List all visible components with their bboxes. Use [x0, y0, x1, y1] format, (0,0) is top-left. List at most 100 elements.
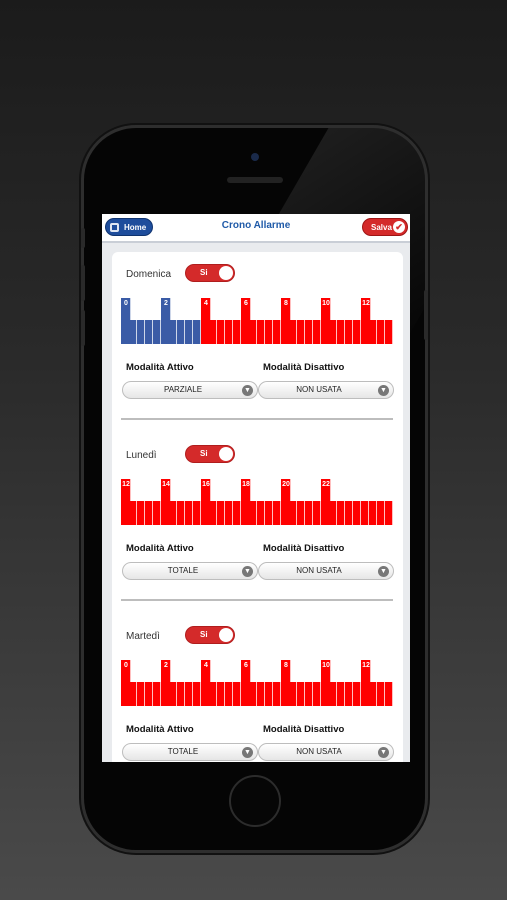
hour-tick-label: 12 — [122, 481, 130, 488]
hour-slot[interactable] — [289, 682, 297, 706]
hour-slot[interactable] — [265, 501, 273, 525]
hour-slot[interactable] — [329, 320, 337, 344]
hour-slot[interactable] — [273, 320, 281, 344]
hour-slot[interactable] — [313, 682, 321, 706]
hour-slot[interactable] — [185, 682, 193, 706]
hour-slot[interactable] — [185, 501, 193, 525]
hour-slot[interactable] — [377, 501, 385, 525]
hour-slot[interactable] — [249, 682, 257, 706]
mode-inactive-value: NON USATA — [296, 747, 342, 756]
hour-slot[interactable] — [257, 501, 265, 525]
hour-slot[interactable] — [273, 682, 281, 706]
hour-slot[interactable] — [217, 682, 225, 706]
mode-inactive-select[interactable]: NON USATA ▼ — [258, 562, 394, 580]
hour-slot[interactable] — [377, 682, 385, 706]
hour-slot[interactable] — [217, 320, 225, 344]
hour-slot[interactable] — [385, 682, 393, 706]
hour-slot[interactable] — [145, 501, 153, 525]
hour-slot[interactable] — [337, 501, 345, 525]
hour-slot[interactable] — [385, 501, 393, 525]
home-button[interactable]: Home — [105, 218, 153, 236]
hour-slot[interactable] — [193, 320, 201, 344]
hour-slot[interactable] — [225, 682, 233, 706]
hour-slot[interactable] — [177, 501, 185, 525]
hour-slot[interactable] — [185, 320, 193, 344]
hour-slot[interactable] — [129, 501, 137, 525]
hour-slot[interactable] — [153, 501, 161, 525]
hour-slot[interactable] — [129, 320, 137, 344]
hour-slot[interactable] — [337, 320, 345, 344]
hour-slot[interactable] — [169, 501, 177, 525]
hour-slot[interactable] — [249, 501, 257, 525]
hour-slot[interactable] — [233, 501, 241, 525]
hour-slot[interactable] — [137, 501, 145, 525]
hour-slot[interactable] — [377, 320, 385, 344]
hour-slot[interactable] — [177, 320, 185, 344]
hour-slot[interactable] — [353, 320, 361, 344]
hour-slot[interactable] — [129, 682, 137, 706]
hour-slot[interactable] — [209, 682, 217, 706]
phone-home-button — [229, 775, 281, 827]
hour-slot[interactable] — [265, 682, 273, 706]
hour-slot[interactable] — [273, 501, 281, 525]
hour-slot[interactable] — [289, 501, 297, 525]
hour-slot[interactable] — [305, 682, 313, 706]
hour-slot[interactable] — [257, 320, 265, 344]
hour-slot[interactable] — [177, 682, 185, 706]
hour-slot[interactable] — [329, 682, 337, 706]
day-label: Domenica — [126, 269, 172, 280]
hour-slot[interactable] — [169, 320, 177, 344]
save-button[interactable]: Salva ✔ — [362, 218, 408, 236]
hour-slot[interactable] — [137, 320, 145, 344]
hour-slot[interactable] — [193, 682, 201, 706]
hour-slot[interactable] — [153, 320, 161, 344]
hour-slot[interactable] — [385, 320, 393, 344]
hour-slot[interactable] — [265, 320, 273, 344]
hour-slot[interactable] — [225, 320, 233, 344]
hour-slot[interactable] — [345, 682, 353, 706]
hour-slot[interactable] — [249, 320, 257, 344]
hour-slot[interactable] — [233, 320, 241, 344]
mode-active-select[interactable]: TOTALE ▼ — [122, 562, 258, 580]
hour-slot[interactable] — [313, 501, 321, 525]
mode-inactive-select[interactable]: NON USATA ▼ — [258, 743, 394, 761]
hour-slot[interactable] — [369, 682, 377, 706]
hour-slot[interactable] — [217, 501, 225, 525]
hour-slot[interactable] — [145, 320, 153, 344]
mode-active-select[interactable]: TOTALE ▼ — [122, 743, 258, 761]
hour-slot[interactable] — [209, 501, 217, 525]
mode-active-select[interactable]: PARZIALE ▼ — [122, 381, 258, 399]
hour-tick-label: 22 — [322, 481, 330, 488]
day-enable-toggle[interactable]: Si — [185, 264, 235, 282]
hour-slot[interactable] — [353, 501, 361, 525]
hour-slot[interactable] — [193, 501, 201, 525]
hour-slot[interactable] — [209, 320, 217, 344]
checkmark-icon: ✔ — [393, 221, 405, 233]
hour-slot[interactable] — [297, 320, 305, 344]
hour-slot[interactable] — [257, 682, 265, 706]
hour-slot[interactable] — [361, 501, 369, 525]
hour-slot[interactable] — [153, 682, 161, 706]
day-enable-toggle[interactable]: Si — [185, 445, 235, 463]
hour-slot[interactable] — [345, 320, 353, 344]
hour-slot[interactable] — [305, 501, 313, 525]
mode-inactive-select[interactable]: NON USATA ▼ — [258, 381, 394, 399]
hour-slot[interactable] — [369, 501, 377, 525]
hour-slot[interactable] — [353, 682, 361, 706]
hour-slot[interactable] — [305, 320, 313, 344]
hour-slot[interactable] — [337, 682, 345, 706]
hour-slot[interactable] — [369, 320, 377, 344]
hour-slot[interactable] — [169, 682, 177, 706]
hour-slot[interactable] — [297, 501, 305, 525]
hour-slot[interactable] — [233, 682, 241, 706]
hour-bars: 0 2 4 6 8 10 12 — [121, 298, 393, 344]
day-enable-toggle[interactable]: Si — [185, 626, 235, 644]
hour-slot[interactable] — [225, 501, 233, 525]
hour-slot[interactable] — [329, 501, 337, 525]
hour-slot[interactable] — [289, 320, 297, 344]
hour-slot[interactable] — [145, 682, 153, 706]
hour-slot[interactable] — [297, 682, 305, 706]
hour-slot[interactable] — [137, 682, 145, 706]
hour-slot[interactable] — [345, 501, 353, 525]
hour-slot[interactable] — [313, 320, 321, 344]
